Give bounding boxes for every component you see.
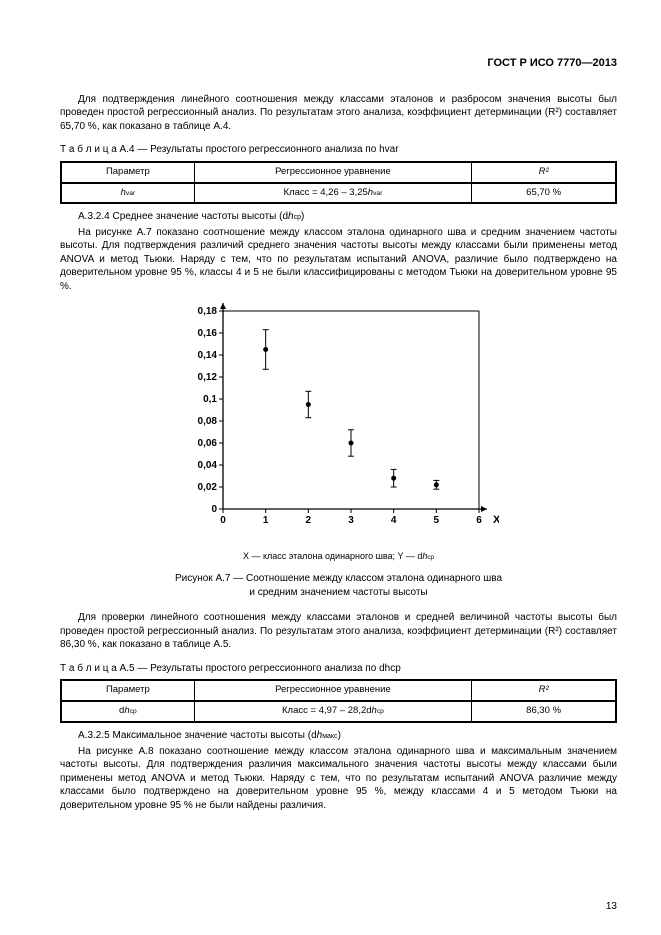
table-caption-text: А.4 — Результаты простого регрессионного… bbox=[117, 144, 399, 155]
fig-caption-line2: и средним значением частоты высоты bbox=[249, 587, 427, 598]
th-r2: R² bbox=[472, 680, 616, 701]
td-r2: 65,70 % bbox=[472, 183, 616, 204]
table-a5-caption: Т а б л и ц а А.5 — Результаты простого … bbox=[60, 662, 617, 676]
td-eq: Класс = 4,97 – 28,2dhср bbox=[194, 701, 472, 722]
th-r2: R² bbox=[472, 162, 616, 183]
th-eq: Регрессионное уравнение bbox=[194, 680, 472, 701]
figure-a7-caption: Рисунок А.7 — Соотношение между классом … bbox=[60, 572, 617, 599]
svg-text:0,16: 0,16 bbox=[197, 328, 217, 339]
table-row: dhср Класс = 4,97 – 28,2dhср 86,30 % bbox=[61, 701, 616, 722]
svg-text:2: 2 bbox=[305, 515, 311, 526]
td-r2: 86,30 % bbox=[472, 701, 616, 722]
axis-legend: X — класс эталона одинарного шва; Y — dh… bbox=[60, 550, 617, 563]
table-row: hvar Класс = 4,26 – 3,25hvar 65,70 % bbox=[61, 183, 616, 204]
svg-text:0,18: 0,18 bbox=[197, 306, 217, 317]
table-label: Т а б л и ц а bbox=[60, 144, 117, 155]
svg-text:0: 0 bbox=[220, 515, 226, 526]
table-row: Параметр Регрессионное уравнение R² bbox=[61, 680, 616, 701]
table-a4-caption: Т а б л и ц а А.4 — Результаты простого … bbox=[60, 143, 617, 157]
td-param: dhср bbox=[61, 701, 194, 722]
svg-text:4: 4 bbox=[390, 515, 396, 526]
svg-text:0,08: 0,08 bbox=[197, 416, 217, 427]
page: ГОСТ Р ИСО 7770—2013 Для подтверждения л… bbox=[0, 0, 661, 935]
td-param: hvar bbox=[61, 183, 194, 204]
section-a324-body: На рисунке А.7 показано соотношение межд… bbox=[60, 226, 617, 294]
svg-text:X: X bbox=[493, 514, 499, 526]
svg-text:0,04: 0,04 bbox=[197, 460, 217, 471]
chart-svg: 0 0,02 0,04 0,06 0,08 0,1 0,12 0,14 0,16 0,18 0 1 2 3… bbox=[179, 299, 499, 539]
svg-text:0,06: 0,06 bbox=[197, 438, 217, 449]
paragraph-intro-a4: Для подтверждения линейного соотношения … bbox=[60, 93, 617, 134]
svg-text:0,02: 0,02 bbox=[197, 482, 217, 493]
td-eq: Класс = 4,26 – 3,25hvar bbox=[194, 183, 472, 204]
section-a324-head: А.3.2.4 Среднее значение частоты высоты … bbox=[60, 210, 617, 224]
svg-text:0,1: 0,1 bbox=[203, 394, 217, 405]
fig-caption-line1: Рисунок А.7 — Соотношение между классом … bbox=[175, 573, 502, 584]
svg-text:Y: Y bbox=[211, 299, 219, 302]
svg-text:1: 1 bbox=[262, 515, 268, 526]
paragraph-intro-a5: Для проверки линейного соотношения между… bbox=[60, 611, 617, 652]
svg-text:0: 0 bbox=[211, 504, 217, 515]
svg-text:0,12: 0,12 bbox=[197, 372, 217, 383]
th-param: Параметр bbox=[61, 680, 194, 701]
table-row: Параметр Регрессионное уравнение R² bbox=[61, 162, 616, 183]
figure-a7-chart: 0 0,02 0,04 0,06 0,08 0,1 0,12 0,14 0,16 0,18 0 1 2 3… bbox=[179, 299, 499, 544]
th-param: Параметр bbox=[61, 162, 194, 183]
svg-text:0,14: 0,14 bbox=[197, 350, 217, 361]
section-a325-body: На рисунке А.8 показано соотношение межд… bbox=[60, 745, 617, 813]
page-number: 13 bbox=[606, 900, 617, 914]
svg-text:5: 5 bbox=[433, 515, 439, 526]
svg-text:6: 6 bbox=[476, 515, 482, 526]
table-a4: Параметр Регрессионное уравнение R² hvar… bbox=[60, 161, 617, 205]
th-eq: Регрессионное уравнение bbox=[194, 162, 472, 183]
table-a5: Параметр Регрессионное уравнение R² dhср… bbox=[60, 679, 617, 723]
table-caption-text: А.5 — Результаты простого регрессионного… bbox=[117, 663, 401, 674]
svg-text:3: 3 bbox=[348, 515, 354, 526]
doc-header: ГОСТ Р ИСО 7770—2013 bbox=[60, 56, 617, 71]
section-a325-head: А.3.2.5 Максимальное значение частоты вы… bbox=[60, 729, 617, 743]
table-label: Т а б л и ц а bbox=[60, 663, 117, 674]
